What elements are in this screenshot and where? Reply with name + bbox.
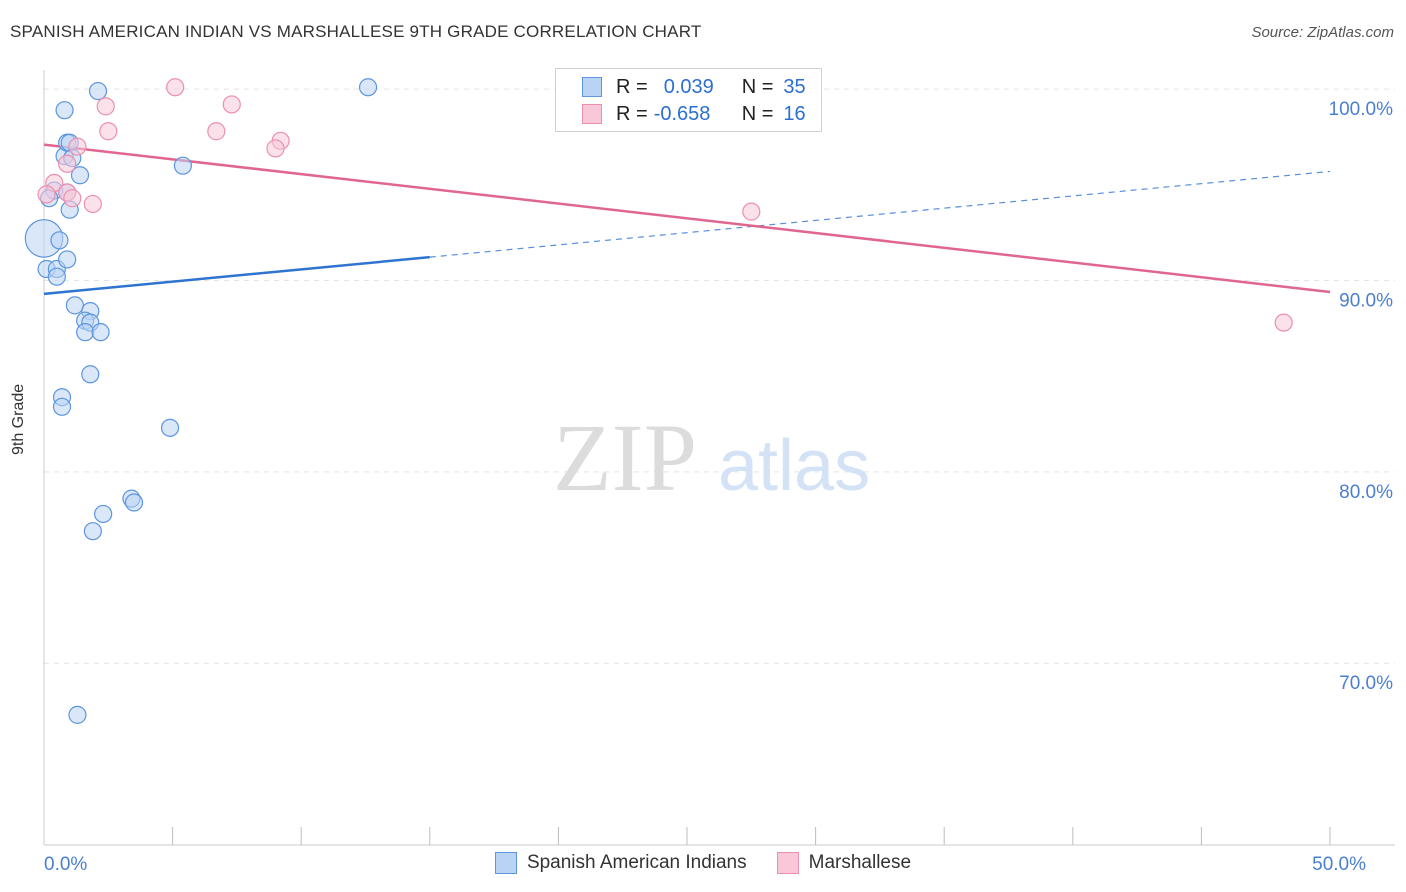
n-label: N = — [741, 102, 774, 125]
r-label: R = — [616, 75, 648, 98]
spanish-american-indian-point — [70, 166, 90, 185]
watermark-zip: ZIP — [553, 404, 697, 511]
y-tick-label: 100.0% — [1329, 99, 1394, 120]
legend-label: Spanish American Indians — [526, 852, 747, 873]
n-label: N = — [741, 75, 774, 98]
marshallese-point — [166, 78, 185, 97]
legend-item-marshallese[interactable]: Marshallese — [776, 852, 912, 874]
blue-trend-line — [43, 255, 430, 296]
spanish-american-indian-point — [124, 493, 144, 512]
spanish-american-indian-point — [68, 705, 87, 724]
spanish-american-indian-point — [52, 397, 72, 416]
spanish-american-indian-point — [91, 323, 110, 342]
spanish-american-indian-point — [81, 365, 100, 384]
marshallese-point — [83, 194, 102, 214]
source-label: Source: ZipAtlas.com — [1251, 24, 1394, 41]
spanish-american-indian-point — [160, 418, 180, 437]
marshallese-point — [37, 185, 56, 204]
r-value: -0.658 — [653, 102, 711, 125]
marshallese-point — [68, 137, 87, 156]
r-value: 0.039 — [663, 75, 714, 98]
x-tick-label: 50.0% — [1312, 854, 1366, 875]
spanish-american-indian-point — [173, 156, 192, 175]
spanish-american-indian-point — [65, 296, 84, 315]
series-legend: Spanish American Indians Marshallese — [0, 852, 1406, 874]
watermark-atlas: atlas — [718, 426, 870, 506]
legend-label: Marshallese — [808, 852, 912, 873]
stats-legend: R = 0.039 N = 35 R = -0.658 N = 16 — [555, 68, 822, 132]
marshallese-point — [99, 122, 118, 141]
y-tick-label: 80.0% — [1339, 482, 1393, 503]
blue-trend-extension — [429, 170, 1331, 258]
spanish-american-indian-point — [88, 81, 108, 101]
chart-title: SPANISH AMERICAN INDIAN VS MARSHALLESE 9… — [10, 22, 702, 41]
x-tick-label: 0.0% — [44, 854, 87, 875]
marshallese-point — [96, 97, 115, 116]
spanish-american-indian-point — [50, 231, 69, 250]
pink-swatch — [582, 104, 602, 124]
spanish-american-indian-point — [76, 323, 95, 342]
marshallese-point — [222, 95, 241, 114]
spanish-american-indian-point — [58, 250, 77, 269]
pink-swatch — [776, 852, 799, 874]
spanish-american-indian-point — [83, 522, 102, 541]
marshallese-point — [1274, 313, 1293, 332]
y-tick-label: 70.0% — [1339, 673, 1393, 694]
marshallese-point — [207, 122, 226, 141]
marshallese-point — [63, 189, 82, 208]
n-value: 35 — [783, 75, 806, 98]
marshallese-point — [58, 154, 77, 173]
pink-trend-line — [43, 143, 1331, 294]
spanish-american-indian-point — [55, 101, 74, 120]
r-label: R = — [616, 102, 648, 125]
legend-row-marshallese: R = -0.658 N = 16 — [556, 101, 806, 127]
marshallese-point — [266, 139, 285, 158]
blue-swatch — [582, 77, 602, 97]
spanish-american-indian-point — [47, 267, 66, 286]
y-tick-label: 90.0% — [1339, 290, 1393, 311]
legend-row-spanish-american-indians: R = 0.039 N = 35 — [556, 74, 806, 100]
spanish-american-indian-point — [358, 78, 378, 97]
marshallese-point — [742, 202, 761, 221]
n-value: 16 — [783, 102, 806, 125]
spanish-american-indian-point — [94, 504, 113, 524]
blue-swatch — [494, 852, 517, 874]
legend-item-spanish-american-indians[interactable]: Spanish American Indians — [494, 852, 747, 874]
